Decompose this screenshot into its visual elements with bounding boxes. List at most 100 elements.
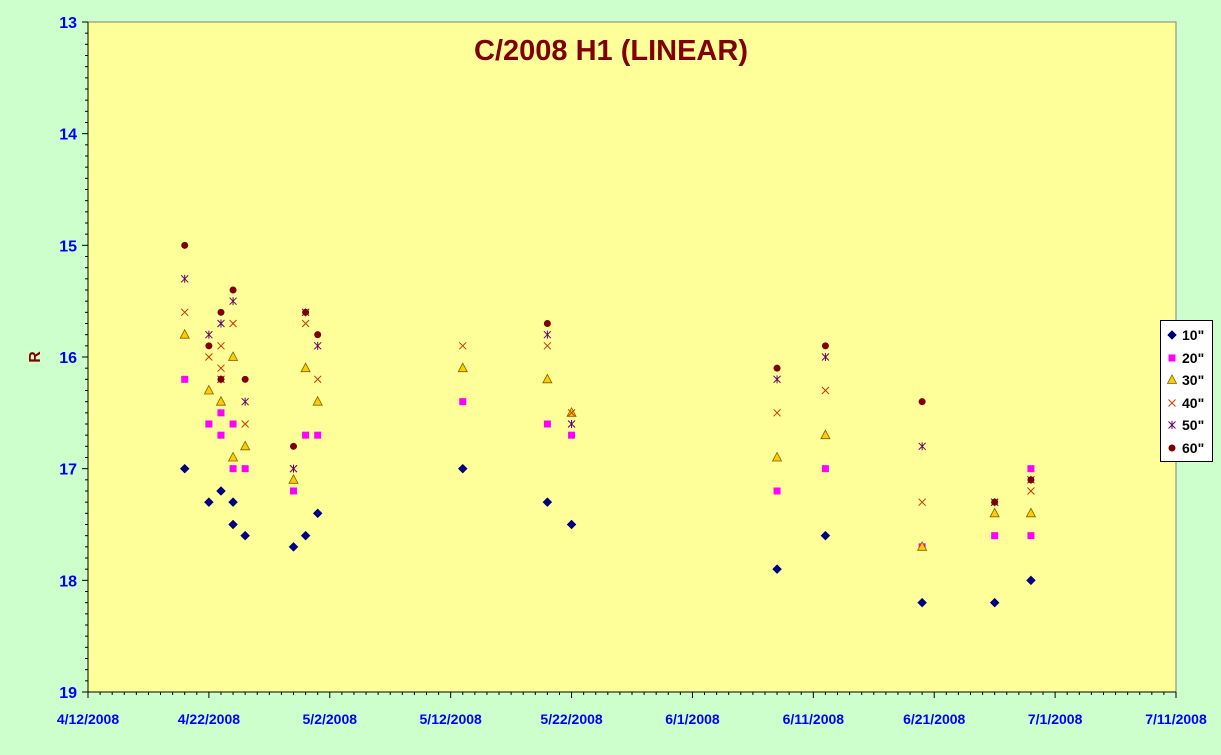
data-point <box>205 342 213 350</box>
data-point <box>181 241 189 249</box>
data-point <box>1027 532 1035 540</box>
data-point <box>313 375 322 384</box>
legend: 10" 20" 30" 40" 50" 60" <box>1160 320 1213 462</box>
data-point <box>312 395 323 406</box>
data-point <box>821 342 829 350</box>
data-point <box>821 353 830 361</box>
data-point <box>312 508 323 519</box>
data-point <box>229 465 237 473</box>
chart-title: C/2008 H1 (LINEAR) <box>474 35 748 67</box>
legend-marker-shape <box>1166 374 1178 385</box>
series-5 <box>181 241 1035 506</box>
x-tick-label: 4/22/2008 <box>178 711 240 727</box>
data-point <box>302 308 310 316</box>
data-point <box>773 364 781 372</box>
data-point <box>241 375 249 383</box>
data-point <box>916 540 928 551</box>
y-tick-label: 19 <box>59 685 77 702</box>
data-point <box>288 541 299 552</box>
data-point <box>180 274 189 283</box>
data-point <box>289 464 298 473</box>
y-axis-label: R <box>27 351 44 363</box>
legend-item: 10" <box>1165 324 1212 347</box>
legend-label: 30" <box>1182 372 1205 389</box>
data-point <box>918 498 926 507</box>
data-point <box>543 420 551 428</box>
data-point <box>1027 476 1035 484</box>
data-point <box>314 331 322 339</box>
data-point <box>288 473 299 484</box>
y-tick-label: 15 <box>59 238 77 255</box>
legend-marker <box>1168 354 1176 362</box>
legend-label: 10" <box>1182 327 1205 344</box>
data-point <box>1026 575 1036 586</box>
legend-marker <box>1168 444 1176 452</box>
data-point <box>179 463 190 474</box>
legend-marker-shape <box>1168 354 1176 362</box>
y-tick-label: 14 <box>59 127 77 144</box>
data-point <box>217 319 225 328</box>
data-point <box>301 319 310 328</box>
data-point <box>918 442 926 451</box>
data-point <box>205 420 213 428</box>
data-point <box>459 398 467 406</box>
data-point <box>313 341 322 350</box>
legend-marker-shape <box>1168 398 1176 407</box>
series-0 <box>179 463 1036 608</box>
data-point <box>773 408 781 417</box>
y-tick-label: 17 <box>59 462 77 479</box>
data-point <box>229 319 237 328</box>
legend-marker <box>1168 398 1176 407</box>
data-point <box>566 406 577 417</box>
legend-marker <box>1168 421 1176 430</box>
legend-marker <box>1167 330 1177 341</box>
data-point <box>300 362 311 373</box>
data-point <box>542 373 553 384</box>
data-point <box>567 408 576 417</box>
data-point <box>1025 507 1037 518</box>
data-point <box>458 341 467 350</box>
data-point <box>566 519 577 530</box>
data-point <box>821 386 830 395</box>
data-point <box>215 395 227 406</box>
data-point <box>773 375 781 384</box>
data-point <box>204 497 214 508</box>
data-point <box>989 597 1000 608</box>
data-point <box>205 353 213 361</box>
legend-item: 20" <box>1165 347 1212 370</box>
data-point <box>241 397 250 406</box>
data-point <box>239 440 251 451</box>
legend-item: 30" <box>1165 369 1212 392</box>
data-point <box>771 451 783 462</box>
series-2 <box>179 328 1037 551</box>
data-point <box>543 341 552 350</box>
data-point <box>227 351 239 361</box>
y-tick-label: 13 <box>59 15 77 32</box>
data-point <box>1027 487 1035 495</box>
data-point <box>820 530 831 541</box>
legend-marker <box>1166 374 1178 385</box>
data-point <box>229 297 237 306</box>
data-point <box>543 320 551 327</box>
y-tick-label: 16 <box>59 350 77 367</box>
x-tick-label: 6/11/2008 <box>783 711 845 727</box>
data-point <box>180 308 189 317</box>
data-point <box>217 308 225 316</box>
legend-label: 50" <box>1182 417 1205 434</box>
legend-item: 40" <box>1165 392 1212 415</box>
x-tick-label: 4/12/2008 <box>57 711 119 727</box>
data-point <box>229 286 237 294</box>
data-point <box>241 465 249 473</box>
data-point <box>241 420 250 428</box>
data-point <box>457 362 468 373</box>
legend-label: 40" <box>1182 394 1205 411</box>
data-point <box>989 507 1000 518</box>
data-point <box>543 330 552 339</box>
data-point <box>314 431 322 439</box>
data-point <box>240 530 251 541</box>
data-point <box>991 498 999 506</box>
data-point <box>302 431 310 439</box>
x-tick-label: 6/21/2008 <box>903 711 965 727</box>
data-point <box>179 328 190 339</box>
